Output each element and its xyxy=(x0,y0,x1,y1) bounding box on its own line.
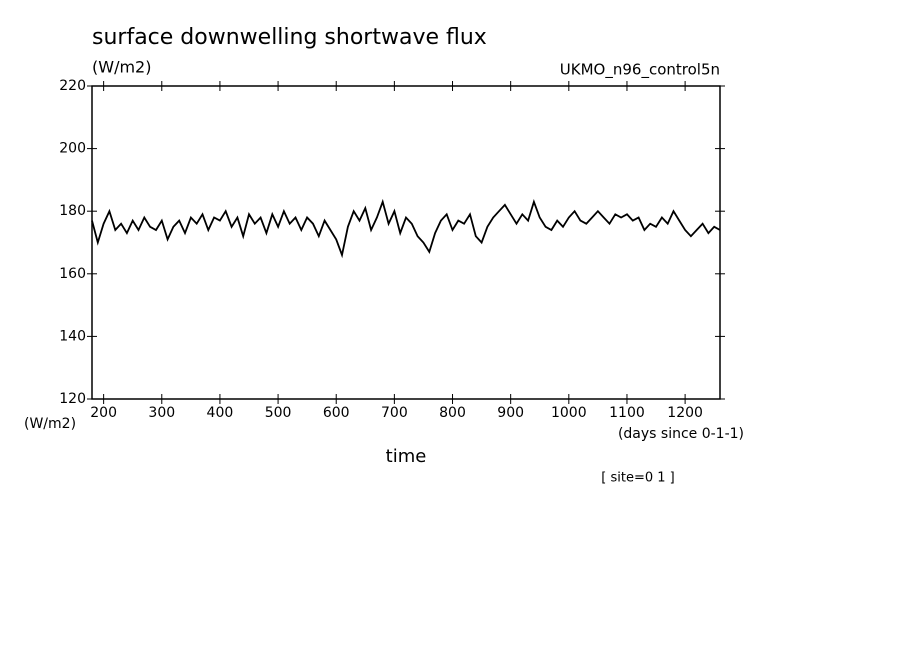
x-tick-label: 200 xyxy=(90,405,117,421)
x-tick-label: 1200 xyxy=(667,405,703,421)
y-axis-label: (W/m2) xyxy=(24,416,76,432)
x-tick-label: 500 xyxy=(265,405,292,421)
x-tick-label: 1000 xyxy=(551,405,587,421)
x-tick-label: 800 xyxy=(439,405,466,421)
y-tick-label: 160 xyxy=(59,266,86,282)
plot-frame xyxy=(91,85,721,400)
y-tick-label: 220 xyxy=(59,78,86,94)
x-tick-label: 700 xyxy=(381,405,408,421)
x-tick-label: 1100 xyxy=(609,405,645,421)
y-tick-label: 140 xyxy=(59,328,86,344)
y-tick-label: 120 xyxy=(59,391,86,407)
x-unit: (days since 0-1-1) xyxy=(618,426,744,442)
x-tick-label: 900 xyxy=(497,405,524,421)
y-tick-label: 200 xyxy=(59,141,86,157)
data-line xyxy=(91,198,721,259)
y-unit: (W/m2) xyxy=(92,58,151,77)
chart-title: surface downwelling shortwave flux xyxy=(92,25,487,50)
x-tick-label: 600 xyxy=(323,405,350,421)
y-tick-label: 180 xyxy=(59,203,86,219)
x-axis-label: time xyxy=(386,446,427,467)
x-tick-label: 300 xyxy=(148,405,175,421)
dataset-label: UKMO_n96_control5n xyxy=(560,61,720,80)
annotation: [ site=0 1 ] xyxy=(601,471,674,486)
x-tick-label: 400 xyxy=(207,405,234,421)
